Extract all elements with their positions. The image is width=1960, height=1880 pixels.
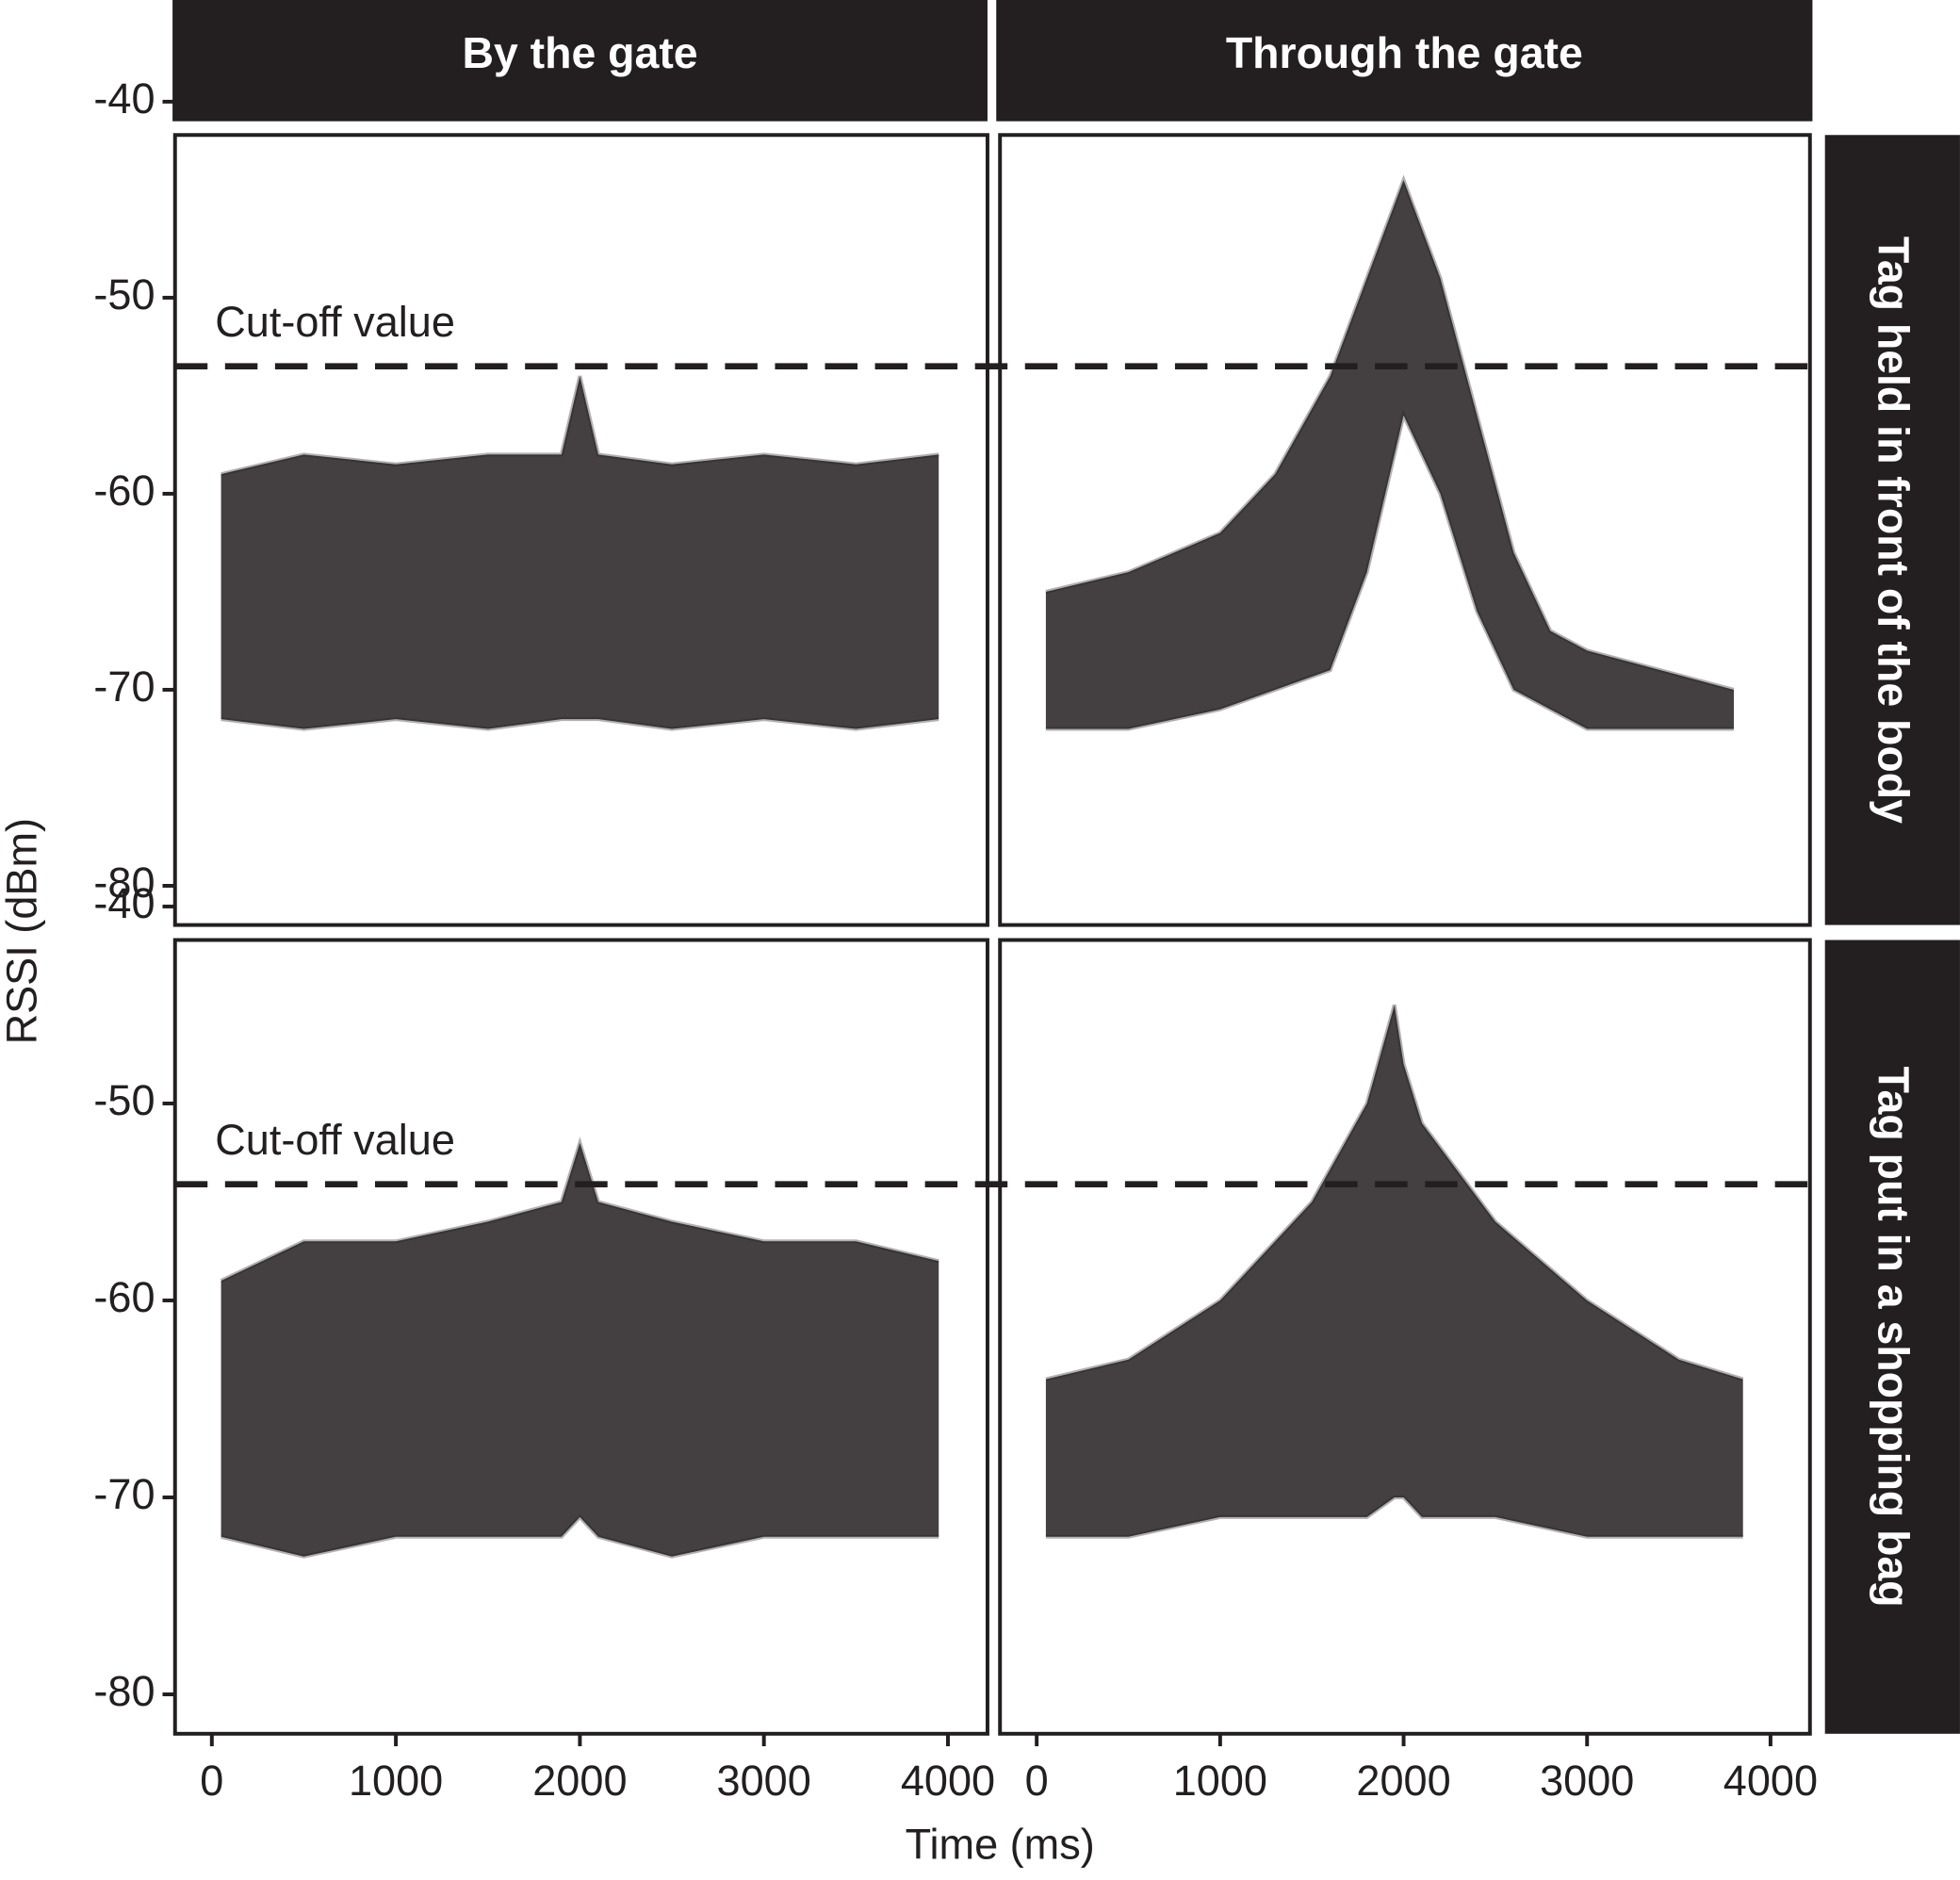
signal-band	[220, 376, 939, 729]
x-tick-label: 0	[1025, 1757, 1049, 1805]
x-tick-label: 0	[200, 1757, 223, 1805]
x-tick-label: 1000	[349, 1757, 443, 1805]
panel-border	[172, 938, 989, 1736]
row-strip-label: Tag held in front of the body	[1869, 237, 1918, 824]
y-tick-label: -40	[93, 74, 155, 123]
y-tick-label: -70	[93, 1470, 155, 1518]
signal-envelope	[220, 1513, 939, 1559]
column-strip	[172, 0, 988, 122]
y-axis-label: RSSI (dBm)	[0, 818, 45, 1044]
y-tick-label: -60	[93, 1273, 155, 1321]
signal-band	[1045, 1005, 1743, 1537]
signal-envelope	[1045, 174, 1735, 692]
x-tick-label: 1000	[1173, 1757, 1267, 1805]
signal-envelope	[220, 375, 939, 477]
row-strip	[1824, 135, 1960, 925]
y-tick-label: -60	[93, 466, 155, 515]
panel-border	[998, 938, 1812, 1736]
x-tick-label: 4000	[901, 1757, 995, 1805]
signal-envelope	[1045, 1496, 1743, 1539]
x-tick-label: 4000	[1723, 1757, 1818, 1805]
signal-band	[220, 1142, 939, 1557]
y-tick-label: -80	[93, 1667, 155, 1715]
y-tick-label: -80	[93, 858, 155, 907]
signal-band	[1045, 180, 1734, 729]
panel-border	[172, 133, 989, 927]
x-tick-label: 2000	[1356, 1757, 1450, 1805]
x-tick-label: 3000	[717, 1757, 811, 1805]
x-tick-label: 2000	[532, 1757, 627, 1805]
cutoff-annotation: Cut-off value	[215, 1116, 455, 1164]
signal-envelope	[220, 1136, 939, 1283]
signal-envelope	[1045, 409, 1734, 731]
signal-envelope	[1045, 1004, 1744, 1381]
y-tick-label: -50	[93, 1076, 155, 1124]
column-strip-label: Through the gate	[1226, 28, 1583, 77]
row-strip-label: Tag put in a shopping bag	[1869, 1067, 1918, 1608]
y-tick-label: -40	[93, 879, 155, 927]
column-strip	[996, 0, 1813, 122]
row-strip	[1824, 940, 1960, 1734]
cutoff-annotation: Cut-off value	[215, 298, 455, 346]
panel-border	[998, 133, 1812, 927]
column-strip-label: By the gate	[462, 28, 697, 77]
signal-envelope	[220, 717, 939, 731]
y-tick-label: -50	[93, 270, 155, 319]
y-tick-label: -70	[93, 662, 155, 711]
x-tick-label: 3000	[1540, 1757, 1634, 1805]
x-axis-label: Time (ms)	[906, 1820, 1095, 1868]
